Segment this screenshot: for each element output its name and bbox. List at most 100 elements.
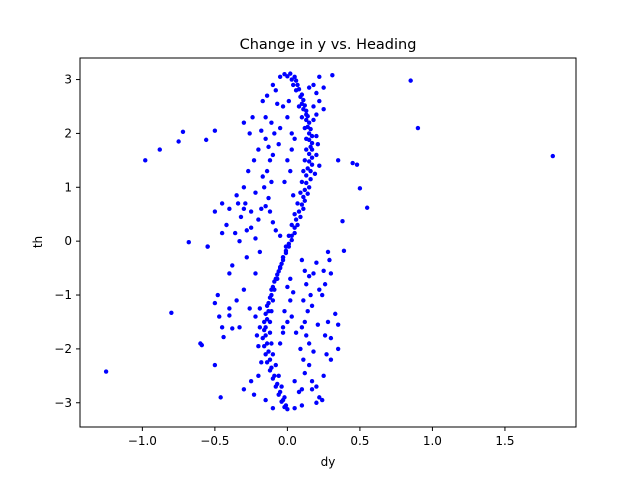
data-point (282, 308, 287, 314)
data-point (275, 101, 280, 106)
data-point (212, 362, 218, 368)
data-point (298, 94, 303, 99)
data-point (266, 300, 271, 306)
data-point (269, 341, 274, 346)
data-point (282, 179, 287, 185)
x-tick-label: 1.0 (423, 434, 442, 448)
data-point (256, 344, 261, 349)
data-point (357, 186, 363, 191)
data-point (219, 325, 225, 330)
data-point (335, 346, 341, 352)
data-point (257, 306, 263, 311)
data-point (304, 112, 309, 117)
data-point (306, 131, 312, 136)
data-point (295, 201, 300, 206)
data-point (311, 271, 316, 276)
data-point (298, 214, 303, 220)
data-point (305, 308, 310, 314)
data-point (309, 140, 315, 146)
data-point (227, 206, 232, 212)
data-point (321, 268, 326, 273)
y-tick-label: −1 (54, 288, 72, 302)
data-point (263, 333, 268, 338)
data-point (299, 115, 305, 120)
data-point (180, 129, 186, 134)
data-point (295, 82, 300, 88)
data-point (267, 319, 273, 325)
data-point (299, 403, 305, 408)
data-point (269, 308, 274, 314)
data-point (309, 133, 315, 139)
data-point (253, 236, 258, 241)
data-point (103, 369, 109, 374)
y-tick-label: 1 (64, 180, 72, 194)
data-point (261, 319, 267, 325)
data-point (276, 373, 281, 379)
data-point (288, 276, 293, 282)
data-point (306, 120, 312, 125)
data-point (289, 314, 294, 319)
data-point (212, 128, 218, 133)
data-point (288, 168, 293, 174)
data-point (304, 180, 309, 186)
data-point (325, 319, 331, 325)
data-point (266, 144, 271, 150)
data-point (285, 319, 290, 325)
data-point (282, 395, 287, 400)
data-point (311, 104, 316, 109)
data-point (224, 222, 229, 228)
data-point (322, 333, 328, 338)
data-point (295, 222, 300, 228)
data-point (275, 276, 280, 282)
data-point (292, 212, 297, 217)
data-point (269, 179, 274, 185)
data-point (234, 193, 239, 198)
data-point (309, 162, 315, 167)
data-point (314, 112, 319, 117)
data-point (267, 209, 273, 214)
data-point (277, 125, 283, 131)
data-point (264, 317, 270, 322)
data-point (315, 141, 321, 147)
data-point (217, 314, 222, 319)
x-tick-label: −0.5 (200, 434, 229, 448)
data-point (309, 303, 315, 308)
data-point (314, 152, 319, 158)
data-point (296, 104, 302, 109)
data-point (273, 228, 278, 233)
data-point (301, 168, 306, 174)
data-point (263, 325, 268, 330)
data-point (301, 357, 306, 362)
data-point (298, 346, 303, 352)
data-point (288, 298, 293, 303)
data-point (308, 292, 313, 298)
data-point (263, 397, 268, 403)
data-point (289, 237, 294, 243)
data-point (292, 225, 297, 230)
data-point (241, 185, 247, 190)
data-point (317, 163, 322, 168)
data-point (299, 387, 305, 392)
data-point (259, 206, 264, 212)
data-point (280, 104, 286, 109)
data-point (248, 379, 254, 384)
data-point (308, 144, 313, 150)
data-point (306, 85, 312, 90)
data-point (285, 407, 290, 412)
data-point (251, 158, 257, 163)
data-point (263, 203, 268, 209)
data-point (302, 198, 307, 203)
data-point (311, 349, 316, 354)
data-point (304, 117, 309, 123)
data-point (257, 249, 263, 255)
data-point (269, 292, 274, 298)
data-point (292, 136, 297, 141)
data-point (263, 311, 268, 317)
data-point (270, 220, 276, 225)
data-point (314, 384, 319, 389)
data-point (221, 334, 226, 340)
data-point (290, 82, 296, 88)
data-point (253, 271, 258, 276)
